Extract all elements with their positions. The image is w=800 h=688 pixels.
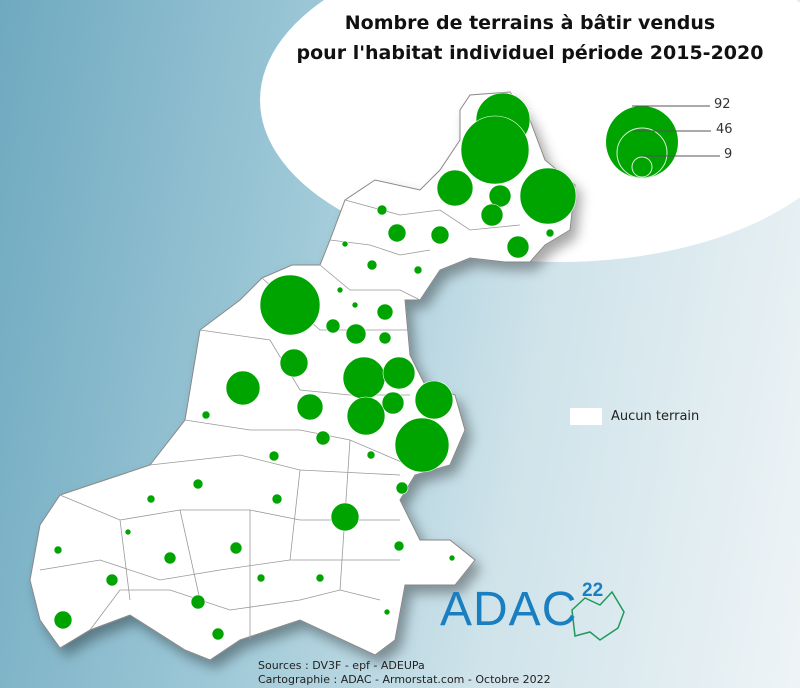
commune-circle [366,259,378,271]
commune-circle [395,481,409,495]
commune-circle [381,391,405,415]
sources-block: Sources : DV3F - epf - ADEUPa Cartograph… [258,659,551,687]
commune-circle [346,396,386,436]
commune-circle [394,417,450,473]
legend-label-9: 9 [724,147,733,162]
commune-circle [336,286,344,294]
logo-number: 22 [582,580,604,601]
title-line-2: pour l'habitat individuel période 2015-2… [296,42,764,64]
commune-circle [192,478,204,490]
commune-circle [413,265,423,275]
commune-circle [268,450,280,462]
legend-circle-9 [631,156,653,178]
commune-circle [488,184,512,208]
logo-outline-icon [571,590,625,641]
commune-circle [383,608,391,616]
legend-circle-46 [616,127,668,179]
commune-circle [376,204,388,216]
legend-label-92: 92 [714,97,731,112]
commune-circle [382,356,416,390]
commune-circle [105,573,119,587]
commune-circle [448,554,456,562]
commune-circle [190,594,206,610]
title-line-1: Nombre de terrains à bâtir vendus [344,12,716,34]
commune-circle [163,551,177,565]
commune-circle [53,545,63,555]
commune-circle [460,115,530,185]
commune-circle [53,610,73,630]
legend-label-46: 46 [716,122,733,137]
commune-circle [229,541,243,555]
commune-circle [393,540,405,552]
commune-circle [351,301,359,309]
commune-circle [376,303,394,321]
commune-circle [124,528,132,536]
commune-circle [315,430,331,446]
commune-circle [366,450,376,460]
commune-circle [345,323,367,345]
commune-circle [211,627,225,641]
legend-none-swatch [570,408,602,425]
commune-circle [315,573,325,583]
credits-text: Cartographie : ADAC - Armorstat.com - Oc… [258,673,551,686]
commune-circle [325,318,341,334]
legend-circle-92 [606,106,678,178]
map-title: Nombre de terrains à bâtir vendus pour l… [290,8,770,68]
commune-circle [296,393,324,421]
commune-circle [342,356,386,400]
commune-circle [279,348,309,378]
legend-none-label: Aucun terrain [611,409,700,424]
commune-circles [53,92,577,641]
commune-circle [256,573,266,583]
commune-circle [414,380,454,420]
commune-circle [430,225,450,245]
commune-circle [225,370,261,406]
commune-circle [506,235,530,259]
commune-circle [146,494,156,504]
legend-circles [606,105,720,179]
commune-circle [480,203,504,227]
commune-circle [201,410,211,420]
logo-text: ADAC [440,583,578,636]
commune-circle [330,502,360,532]
commune-circle [387,223,407,243]
commune-circle [341,240,349,248]
commune-circle [378,331,392,345]
commune-circle [519,167,577,225]
commune-circle [271,493,283,505]
commune-circle [545,228,555,238]
sources-text: Sources : DV3F - epf - ADEUPa [258,659,425,672]
commune-circle [436,169,474,207]
commune-circle [259,274,321,336]
commune-borders [39,199,521,640]
